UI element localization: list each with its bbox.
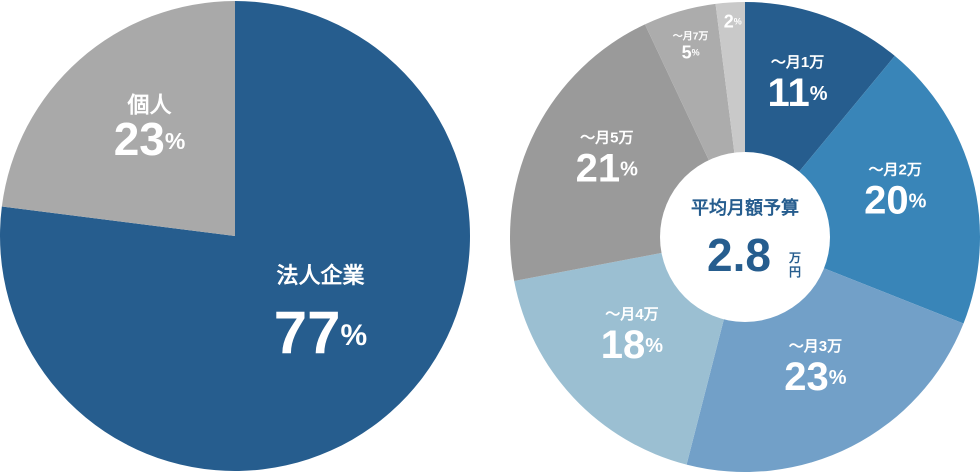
slice-value-label: 77% (274, 299, 367, 366)
donut-hole (660, 152, 830, 322)
value-number: 77 (274, 299, 341, 366)
slice-category-label: ～月7万 (673, 31, 709, 43)
value-unit: % (620, 159, 638, 181)
value-number: 20 (864, 178, 909, 222)
value-unit: % (810, 83, 828, 105)
value-number: 11 (767, 71, 809, 115)
slice-value-label: 11% (767, 71, 827, 115)
value-number: 5 (682, 42, 692, 62)
slice-value-label: 18% (601, 323, 664, 367)
slice-value-label: 5% (682, 42, 700, 62)
value-number: 18 (601, 323, 646, 367)
value-number: 21 (576, 146, 621, 190)
pie-slice (0, 1, 471, 471)
slice-category-label: 法人企業 (276, 263, 365, 288)
value-unit: % (734, 17, 742, 27)
value-unit: % (692, 48, 700, 58)
value-unit: % (829, 367, 847, 389)
value-unit: % (165, 128, 185, 154)
slice-value-label: 20% (864, 178, 927, 222)
center-unit: 円 (789, 265, 801, 279)
slice-category-label: ～月2万 (869, 161, 922, 178)
slice-value-label: 21% (576, 146, 639, 190)
center-unit: 万 (788, 251, 801, 265)
value-unit: % (341, 319, 368, 352)
slice-category-label: ～月4万 (605, 306, 658, 323)
value-unit: % (909, 191, 927, 213)
value-number: 2 (724, 11, 734, 31)
value-unit: % (645, 335, 663, 357)
slice-category-label: ～月5万 (580, 130, 633, 147)
slice-value-label: 23% (784, 355, 847, 399)
pie-slice (1, 1, 236, 236)
slice-category-label: ～月3万 (789, 338, 842, 355)
slice-value-label: 2% (724, 11, 742, 31)
center-label: 平均月額予算 (691, 197, 799, 218)
slice-category-label: ～月1万 (771, 54, 824, 71)
center-value: 2.8 (707, 229, 771, 281)
value-number: 23 (784, 355, 829, 399)
value-number: 23 (114, 113, 165, 165)
slice-value-label: 23% (114, 113, 186, 165)
slice-category-label: 個人 (127, 93, 172, 118)
